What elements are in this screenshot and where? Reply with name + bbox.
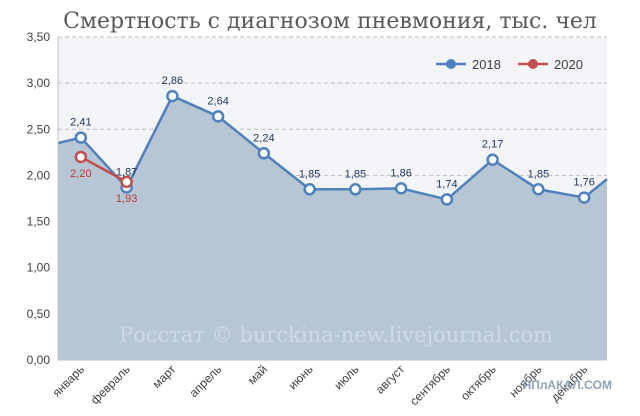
y-tick-label: 3,50 xyxy=(27,30,51,44)
data-label-2018: 1,85 xyxy=(299,168,320,180)
data-point-2018 xyxy=(349,183,362,196)
data-label-2018: 1,87 xyxy=(116,166,137,178)
data-point-2018 xyxy=(74,131,88,144)
x-tick-label: январь xyxy=(50,362,87,399)
x-tick-label: апрель xyxy=(187,362,225,400)
x-tick-label: май xyxy=(245,362,270,387)
y-tick-label: 0,00 xyxy=(27,353,51,367)
data-label-2020: 1,93 xyxy=(116,193,137,205)
x-tick-label: июнь xyxy=(286,362,316,392)
data-point-2018 xyxy=(440,193,454,206)
data-point-2018 xyxy=(257,147,271,160)
x-tick-label: август xyxy=(373,362,408,397)
legend-marker xyxy=(528,59,538,69)
x-tick-label: март xyxy=(150,362,179,391)
x-tick-label: июль xyxy=(331,362,361,392)
series-lines xyxy=(57,94,608,201)
data-label-2018: 2,86 xyxy=(162,75,183,87)
data-point-2018 xyxy=(394,182,408,195)
data-point-2018 xyxy=(166,89,179,103)
data-label-2018: 1,74 xyxy=(436,178,457,190)
x-tick-label: октябрь xyxy=(458,362,499,403)
data-label-2018: 2,17 xyxy=(482,139,503,151)
data-label-2020: 2,20 xyxy=(70,168,91,180)
data-point-2018 xyxy=(577,191,591,204)
legend-marker xyxy=(446,59,456,69)
data-label-2018: 1,85 xyxy=(345,168,366,180)
y-tick-label: 1,00 xyxy=(27,261,51,275)
data-label-2018: 1,76 xyxy=(573,177,594,189)
data-labels: 2,41 1,87 2,86 2,64 2,24 1,85 1,85 1,86 1,74 2,17… xyxy=(70,75,595,205)
data-points xyxy=(74,89,591,206)
data-point-2020 xyxy=(74,150,88,164)
data-point-2018 xyxy=(303,183,316,196)
data-point-2020 xyxy=(120,175,133,189)
data-label-2018: 2,24 xyxy=(253,132,274,144)
x-tick-label: сентябрь xyxy=(407,362,453,408)
legend-label: 2018 xyxy=(472,57,501,72)
series-line-2018 xyxy=(57,94,608,201)
legend-label: 2020 xyxy=(554,57,583,72)
legend: 2018 2020 xyxy=(436,57,583,72)
y-tick-label: 3,00 xyxy=(27,76,51,90)
watermark: Росстат © burckina-new.livejournal.com xyxy=(119,323,553,347)
y-tick-label: 1,50 xyxy=(27,215,51,229)
data-label-2018: 2,41 xyxy=(70,117,91,129)
x-tick-label: февраль xyxy=(88,362,133,407)
data-label-2018: 2,64 xyxy=(207,95,228,107)
y-axis: 0,00 0,50 1,00 1,50 2,00 2,50 3,00 3,50 xyxy=(27,30,59,367)
corner-watermark: ЯПлАКАЛ.COM xyxy=(523,378,612,392)
data-label-2018: 1,86 xyxy=(390,167,411,179)
data-label-2018: 1,85 xyxy=(528,168,549,180)
y-tick-label: 0,50 xyxy=(27,307,51,321)
data-point-2018 xyxy=(532,183,545,196)
area-2018 xyxy=(58,96,607,360)
chart-title: Смертность с диагнозом пневмония, тыс. ч… xyxy=(63,9,597,34)
series-line-2020 xyxy=(80,155,128,183)
y-tick-label: 2,00 xyxy=(27,168,51,182)
area-fill xyxy=(58,96,607,360)
data-point-2018 xyxy=(211,110,225,123)
y-tick-label: 2,50 xyxy=(27,122,51,136)
x-axis: январь февраль март апрель май июнь июль август… xyxy=(50,362,591,408)
data-point-2018 xyxy=(486,153,499,166)
